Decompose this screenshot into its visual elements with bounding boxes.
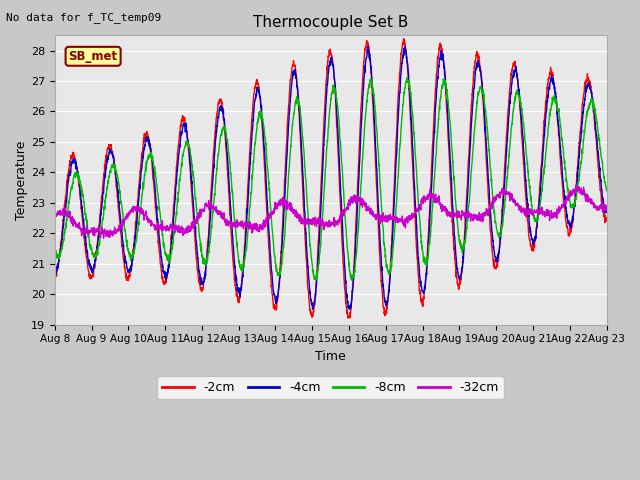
-4cm bbox=[603, 207, 611, 213]
-32cm bbox=[347, 198, 355, 204]
-8cm bbox=[554, 108, 562, 113]
-32cm bbox=[603, 207, 611, 213]
Text: SB_met: SB_met bbox=[68, 50, 118, 63]
-4cm bbox=[570, 211, 577, 216]
Y-axis label: Temperature: Temperature bbox=[15, 140, 28, 220]
-2cm bbox=[492, 264, 499, 270]
-8cm bbox=[359, 154, 367, 160]
Line: -8cm: -8cm bbox=[55, 78, 607, 280]
-32cm bbox=[359, 197, 367, 203]
-2cm bbox=[570, 208, 577, 214]
Text: No data for f_TC_temp09: No data for f_TC_temp09 bbox=[6, 12, 162, 23]
-4cm bbox=[554, 123, 562, 129]
-32cm bbox=[100, 236, 108, 241]
-8cm bbox=[347, 273, 355, 279]
-4cm bbox=[308, 306, 316, 312]
-4cm bbox=[205, 238, 212, 243]
-2cm bbox=[603, 218, 611, 224]
-8cm bbox=[570, 204, 577, 209]
-2cm bbox=[51, 271, 59, 277]
-8cm bbox=[492, 218, 499, 224]
-4cm bbox=[359, 95, 367, 100]
-2cm bbox=[205, 232, 212, 238]
-2cm bbox=[554, 123, 562, 129]
-4cm bbox=[492, 254, 499, 260]
-8cm bbox=[348, 277, 355, 283]
-32cm bbox=[570, 186, 577, 192]
-8cm bbox=[403, 75, 411, 81]
Line: -32cm: -32cm bbox=[55, 185, 607, 239]
Line: -4cm: -4cm bbox=[55, 47, 607, 309]
-32cm bbox=[492, 194, 499, 200]
-2cm bbox=[344, 315, 352, 321]
-4cm bbox=[364, 44, 372, 49]
Line: -2cm: -2cm bbox=[55, 38, 607, 318]
Legend: -2cm, -4cm, -8cm, -32cm: -2cm, -4cm, -8cm, -32cm bbox=[157, 376, 504, 399]
-2cm bbox=[347, 307, 355, 313]
-32cm bbox=[51, 213, 59, 218]
-8cm bbox=[205, 248, 212, 253]
-2cm bbox=[359, 75, 367, 81]
-8cm bbox=[603, 188, 611, 193]
-4cm bbox=[51, 266, 59, 272]
-4cm bbox=[347, 302, 355, 308]
-32cm bbox=[572, 182, 580, 188]
-8cm bbox=[51, 250, 59, 256]
-32cm bbox=[554, 210, 562, 216]
-2cm bbox=[400, 36, 408, 41]
Title: Thermocouple Set B: Thermocouple Set B bbox=[253, 15, 408, 30]
X-axis label: Time: Time bbox=[316, 350, 346, 363]
-32cm bbox=[205, 202, 212, 207]
